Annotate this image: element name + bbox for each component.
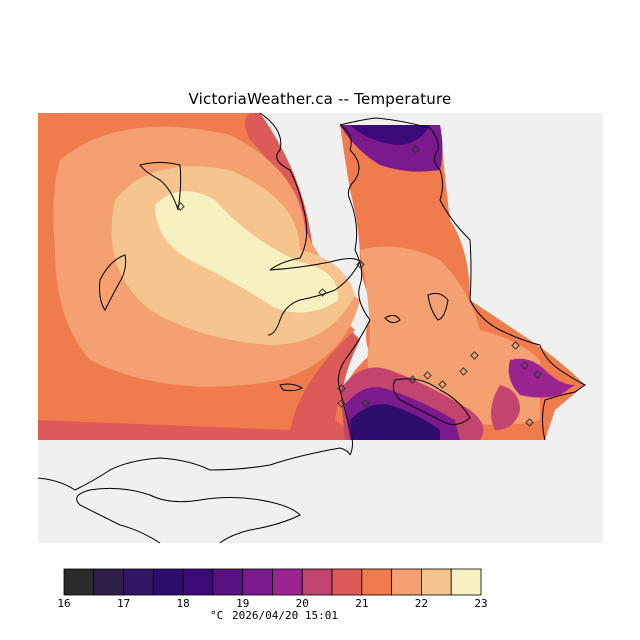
legend-tick-label: 20 [295,597,309,610]
diamond-icon [361,399,370,408]
diamond-icon [411,145,420,154]
legend-swatch [212,568,244,596]
legend-swatch [272,568,303,596]
legend-tick-label: 21 [355,597,369,610]
legend-swatch [301,568,333,596]
legend-swatch [123,568,154,596]
timestamp: 2026/04/20 15:01 [232,609,338,622]
diamond-icon [176,202,185,211]
legend-swatch [242,568,273,596]
legend-tick-label: 17 [116,597,131,610]
map-title: VictoriaWeather.ca -- Temperature [188,90,452,108]
diamond-icon [525,418,534,427]
diamond-icon [423,371,432,380]
legend-swatch [331,568,363,596]
diamond-icon [511,341,520,350]
legend-swatch [361,568,393,596]
legend-tick-label: 18 [176,597,190,610]
legend-swatch [421,568,452,596]
diamond-icon [356,260,365,269]
diamond-icon [520,361,529,370]
legend-swatch [182,568,214,596]
legend-tick-label: 22 [414,597,429,610]
legend-swatch [63,568,95,596]
diamond-icon [318,288,327,297]
diamond-icon [438,380,447,389]
station-markers [176,145,542,427]
temperature-field [38,113,360,440]
legend-unit: °C [210,609,224,622]
diamond-icon [408,375,417,384]
legend-swatch [152,568,184,596]
legend-tick-label: 23 [474,597,488,610]
diamond-icon [337,384,346,393]
diamond-icon [470,351,479,360]
legend-tick-label: 19 [236,597,250,610]
legend-colorbar [63,568,482,596]
diamond-icon [337,399,346,408]
legend-swatch [450,568,482,596]
legend-swatch [391,568,422,596]
temperature-field-east [335,125,585,440]
legend-swatch [93,568,124,596]
diamond-icon [533,370,542,379]
diamond-icon [459,367,468,376]
coastline [37,112,586,544]
legend-tick-label: 16 [57,597,71,610]
